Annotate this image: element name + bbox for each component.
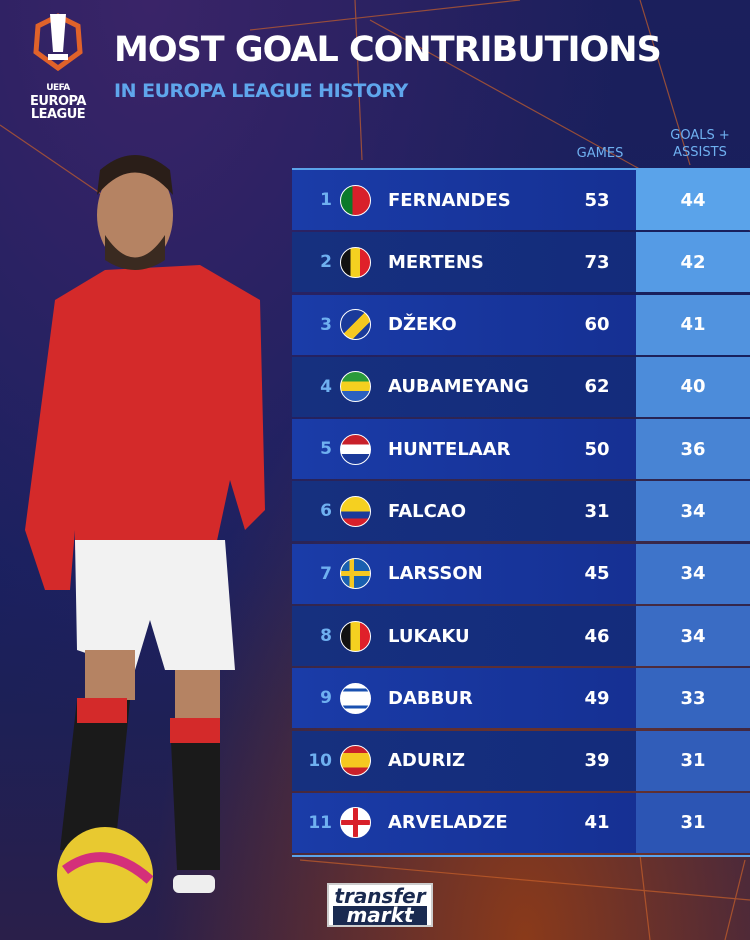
games-value: 73: [584, 251, 610, 273]
table-row: 7 LARSSON 45 34: [292, 543, 750, 604]
trophy-icon: [33, 13, 83, 72]
column-header-goals-line2: ASSISTS: [673, 145, 727, 160]
player-photo: [25, 155, 265, 923]
rank: 7: [320, 563, 332, 584]
brand-line1: transfer: [334, 884, 426, 908]
goals-assists-value: 33: [636, 668, 750, 729]
brand-line2: markt: [333, 905, 427, 925]
player-name: HUNTELAAR: [388, 438, 511, 460]
georgia-flag-icon: [340, 807, 371, 839]
rank: 10: [308, 750, 332, 771]
goals-assists-value: 44: [636, 170, 750, 230]
games-value: 49: [584, 687, 610, 709]
games-value: 45: [584, 563, 610, 585]
games-value: 31: [584, 500, 610, 522]
logo-text-league: LEAGUE: [30, 107, 86, 122]
player-name: ADURIZ: [388, 750, 466, 772]
rank: 4: [320, 376, 332, 397]
games-value: 46: [584, 625, 610, 647]
page-title: MOST GOAL CONTRIBUTIONS: [114, 30, 662, 70]
column-header-goals-line1: GOALS +: [670, 128, 730, 143]
bosnia-flag-icon: [340, 309, 371, 341]
player-name: ARVELADZE: [388, 812, 508, 834]
table-row: 4 AUBAMEYANG 62 40: [292, 356, 750, 417]
transfermarkt-logo: transfer markt: [327, 883, 433, 927]
spain-flag-icon: [340, 745, 371, 777]
player-name: FALCAO: [388, 500, 467, 522]
logo-text-europa: EUROPA: [30, 94, 86, 109]
table-row: 11 ARVELADZE 41 31: [292, 792, 750, 853]
goals-assists-value: 31: [636, 730, 750, 791]
belgium-flag-icon: [340, 620, 371, 652]
rank: 6: [320, 501, 332, 522]
table-row: 2 MERTENS 73 42: [292, 232, 750, 293]
games-value: 62: [584, 376, 610, 398]
games-value: 50: [584, 438, 610, 460]
table-row: 6 FALCAO 31 34: [292, 481, 750, 542]
rank: 8: [320, 626, 332, 647]
gabon-flag-icon: [340, 371, 371, 403]
table-row: 10 ADURIZ 39 31: [292, 730, 750, 791]
goals-assists-value: 42: [636, 232, 750, 293]
player-name: AUBAMEYANG: [388, 376, 529, 398]
column-header-games: GAMES: [576, 146, 624, 161]
goals-assists-value: 41: [636, 294, 750, 355]
player-name: FERNANDES: [388, 189, 511, 211]
rank: 3: [320, 314, 332, 335]
goals-assists-value: 36: [636, 419, 750, 480]
table-row: 1 FERNANDES 53 44: [292, 170, 750, 230]
sweden-flag-icon: [340, 558, 371, 590]
player-name: MERTENS: [388, 251, 484, 273]
games-value: 53: [584, 189, 610, 211]
rank: 9: [320, 688, 332, 709]
rank: 1: [320, 190, 332, 210]
goals-assists-value: 31: [636, 792, 750, 853]
player-name: DABBUR: [388, 687, 473, 709]
goals-assists-value: 40: [636, 356, 750, 417]
player-name: DŽEKO: [388, 314, 457, 336]
europa-league-logo: UEFA EUROPA LEAGUE: [18, 12, 98, 121]
rank: 11: [308, 812, 332, 833]
table-row: 3 DŽEKO 60 41: [292, 294, 750, 355]
rank: 5: [320, 439, 332, 460]
table-row: 9 DABBUR 49 33: [292, 668, 750, 729]
page-subtitle: IN EUROPA LEAGUE HISTORY: [114, 80, 408, 102]
games-value: 60: [584, 314, 610, 336]
rank: 2: [320, 252, 332, 273]
column-header-goals-assists: GOALS + ASSISTS: [650, 127, 750, 161]
games-value: 41: [584, 812, 610, 834]
logo-text-uefa: UEFA: [46, 83, 70, 93]
games-value: 39: [584, 750, 610, 772]
table-row: 8 LUKAKU 46 34: [292, 606, 750, 667]
player-name: LUKAKU: [388, 625, 470, 647]
ranking-table: 1 FERNANDES 53 44 2 MERTENS 73 42 3 DŽEKO …: [292, 168, 750, 858]
goals-assists-value: 34: [636, 481, 750, 542]
netherlands-flag-icon: [340, 433, 371, 465]
israel-flag-icon: [340, 682, 371, 714]
table-row: 5 HUNTELAAR 50 36: [292, 419, 750, 480]
colombia-flag-icon: [340, 495, 371, 527]
goals-assists-value: 34: [636, 543, 750, 604]
belgium-flag-icon: [340, 246, 371, 278]
portugal-flag-icon: [340, 184, 371, 216]
goals-assists-value: 34: [636, 606, 750, 667]
player-name: LARSSON: [388, 563, 483, 585]
